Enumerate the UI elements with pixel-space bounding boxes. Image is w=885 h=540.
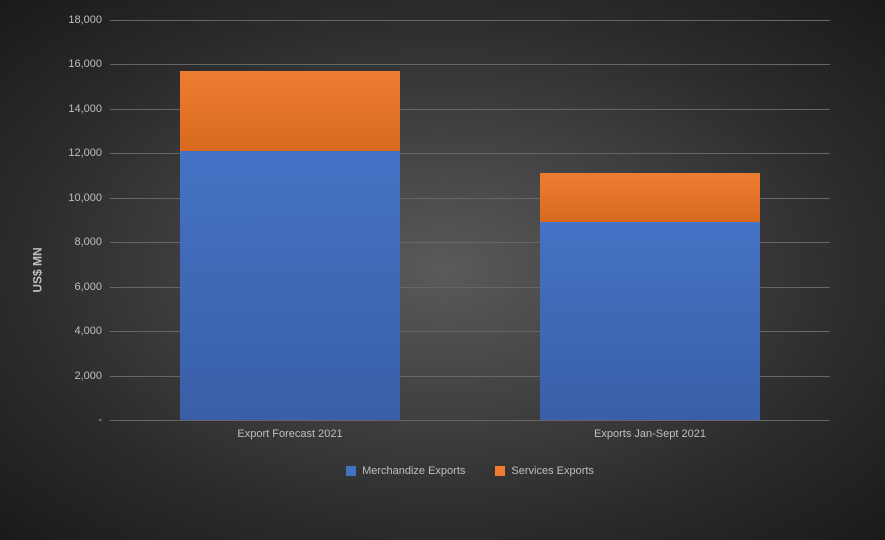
y-tick-label: 12,000 <box>68 147 102 159</box>
y-tick-label: 14,000 <box>68 103 102 115</box>
bar-segment-services <box>180 71 400 151</box>
bar-segment-merchandize <box>540 222 760 420</box>
bar-group <box>180 71 400 420</box>
x-tick-label: Exports Jan-Sept 2021 <box>540 420 760 440</box>
y-axis-label: US$ MN <box>31 247 45 292</box>
legend-label-merchandize: Merchandize Exports <box>362 465 465 477</box>
bar-segment-merchandize <box>180 151 400 420</box>
legend-swatch-merchandize <box>346 466 356 476</box>
legend-label-services: Services Exports <box>511 465 594 477</box>
plot-area: -2,0004,0006,0008,00010,00012,00014,0001… <box>110 20 830 420</box>
x-axis: Export Forecast 2021 Exports Jan-Sept 202… <box>110 420 830 440</box>
y-tick-label: 4,000 <box>74 325 102 337</box>
y-tick-label: 2,000 <box>74 370 102 382</box>
legend: Merchandize Exports Services Exports <box>110 465 830 477</box>
bar-segment-services <box>540 173 760 222</box>
legend-swatch-services <box>495 466 505 476</box>
y-tick-label: 16,000 <box>68 58 102 70</box>
y-tick-label: 18,000 <box>68 14 102 26</box>
bars-container <box>110 20 830 420</box>
legend-item-merchandize: Merchandize Exports <box>346 465 465 477</box>
y-tick-label: 10,000 <box>68 192 102 204</box>
export-chart: US$ MN -2,0004,0006,0008,00010,00012,000… <box>60 20 850 520</box>
y-tick-label: - <box>98 414 102 426</box>
legend-item-services: Services Exports <box>495 465 594 477</box>
x-tick-label: Export Forecast 2021 <box>180 420 400 440</box>
y-tick-label: 6,000 <box>74 281 102 293</box>
y-tick-label: 8,000 <box>74 236 102 248</box>
bar-group <box>540 173 760 420</box>
